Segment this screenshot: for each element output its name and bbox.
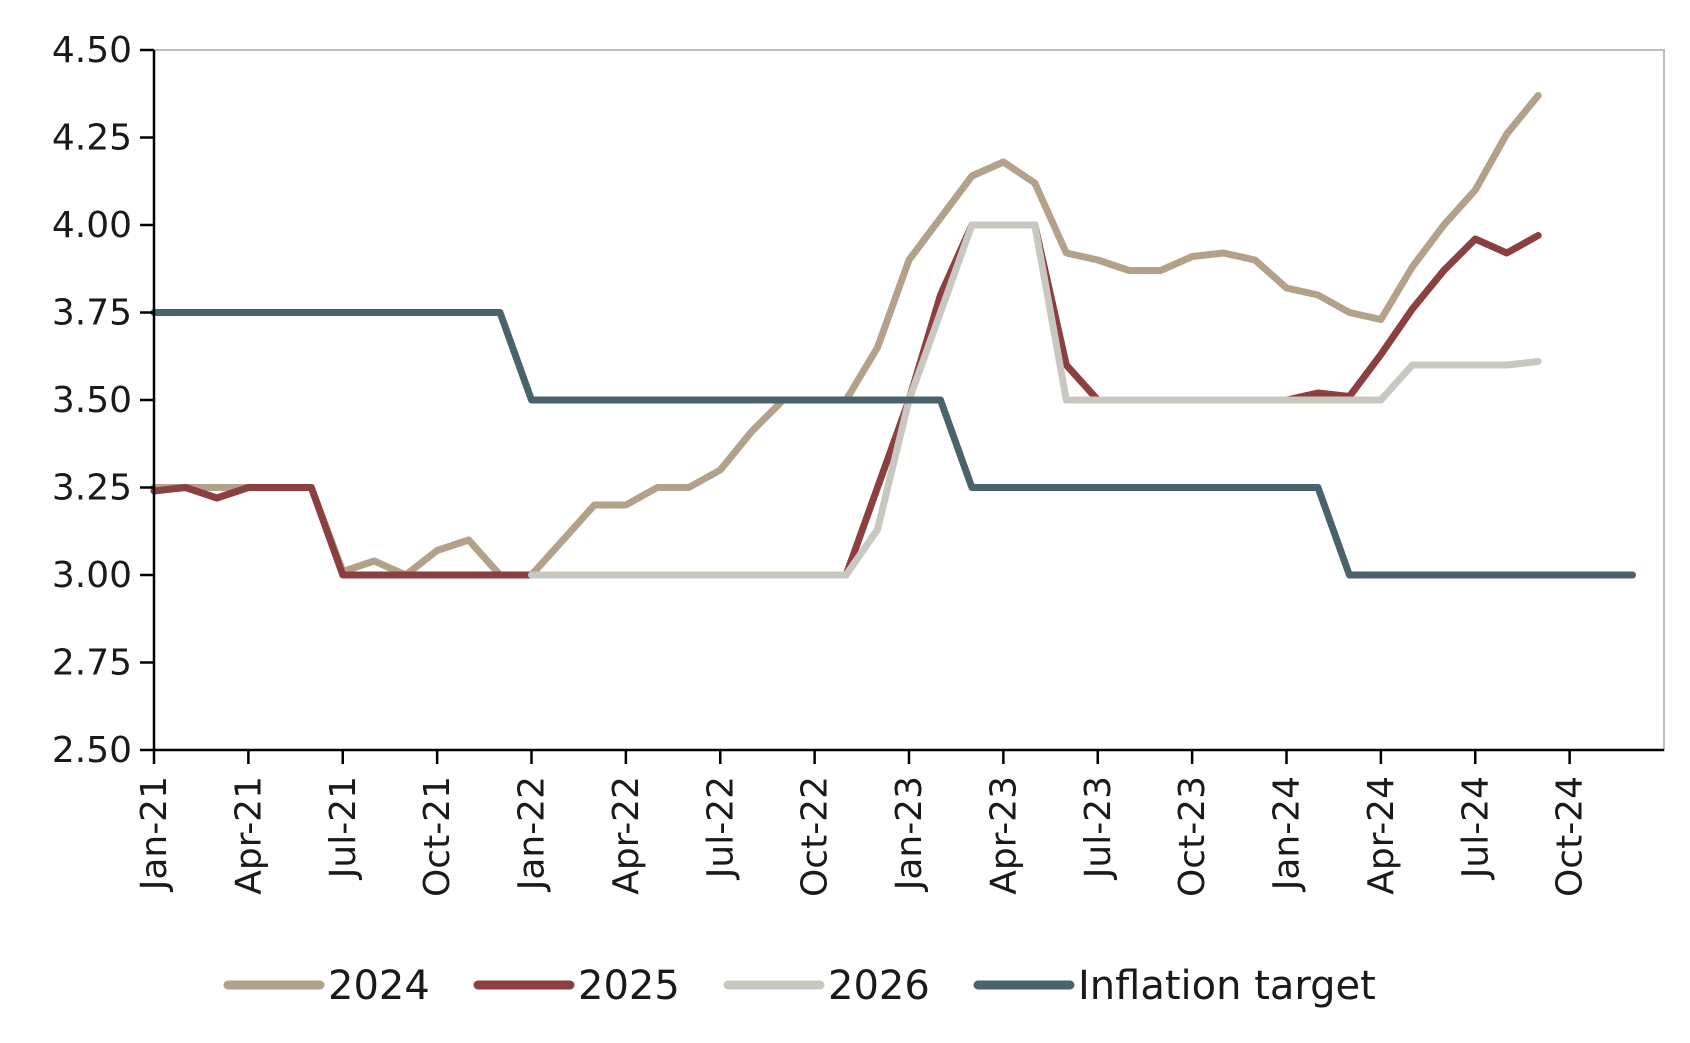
x-tick-label: Jul-22 bbox=[700, 776, 741, 880]
y-tick-label: 3.25 bbox=[52, 468, 132, 509]
legend-label-2024: 2024 bbox=[328, 963, 430, 1009]
x-tick-label: Jul-21 bbox=[323, 776, 364, 880]
series-line-2024 bbox=[150, 92, 1542, 579]
series-layer bbox=[150, 92, 1636, 579]
x-tick-label: Jul-24 bbox=[1455, 776, 1496, 880]
x-tick-label: Jan-24 bbox=[1267, 776, 1308, 892]
y-tick-label: 2.75 bbox=[52, 643, 132, 684]
x-tick-label: Oct-22 bbox=[795, 776, 836, 897]
y-tick-label: 3.50 bbox=[52, 380, 132, 421]
x-tick-label: Jan-21 bbox=[134, 776, 175, 892]
y-tick-label: 3.75 bbox=[52, 293, 132, 334]
x-tick-label: Apr-24 bbox=[1361, 776, 1402, 895]
x-axis-ticks: Jan-21 Apr-21 Jul-21 Oct-21 Jan-22 Apr-22 Jul-… bbox=[134, 750, 1591, 897]
x-tick-label: Oct-21 bbox=[417, 776, 458, 897]
legend-label-2025: 2025 bbox=[578, 963, 680, 1009]
x-tick-label: Oct-24 bbox=[1550, 776, 1591, 897]
x-tick-label: Apr-22 bbox=[606, 776, 647, 895]
x-tick-label: Apr-23 bbox=[983, 776, 1024, 895]
y-tick-label: 4.50 bbox=[52, 30, 132, 71]
series-line-inflation-target bbox=[150, 309, 1636, 579]
x-tick-label: Oct-23 bbox=[1172, 776, 1213, 897]
y-tick-label: 4.25 bbox=[52, 118, 132, 159]
series-line-2026 bbox=[528, 221, 1542, 579]
y-axis-ticks: 2.50 2.75 3.00 3.25 3.50 3.75 4.00 4.25 4.50 bbox=[52, 30, 154, 771]
x-tick-label: Jul-23 bbox=[1078, 776, 1119, 880]
x-tick-label: Jan-22 bbox=[512, 776, 553, 892]
legend: 2024 2025 2026 Inflation target bbox=[223, 963, 1376, 1009]
x-tick-label: Jan-23 bbox=[889, 776, 930, 892]
legend-label-2026: 2026 bbox=[828, 963, 930, 1009]
y-tick-label: 4.00 bbox=[52, 205, 132, 246]
y-tick-label: 2.50 bbox=[52, 730, 132, 771]
legend-label-inflation-target: Inflation target bbox=[1078, 963, 1376, 1009]
y-tick-label: 3.00 bbox=[52, 555, 132, 596]
x-tick-label: Apr-21 bbox=[228, 776, 269, 895]
